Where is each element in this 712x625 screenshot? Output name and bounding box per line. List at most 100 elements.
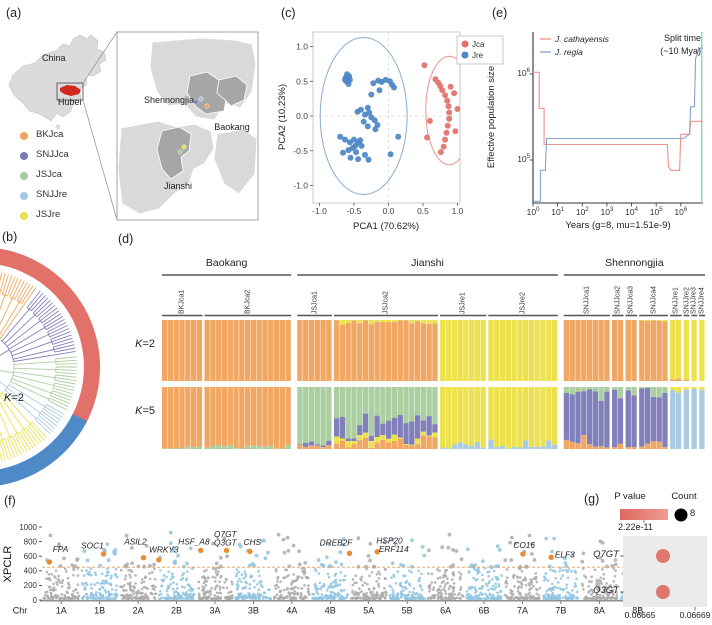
- psmc-xtick-label: 100: [526, 207, 540, 217]
- panel-c-label: (c): [281, 6, 296, 20]
- china-hubei-map: [8, 31, 259, 221]
- sample-label-SNJJca1: SNJJca1: [583, 285, 591, 314]
- pvalue-legend-title: P value: [614, 491, 646, 502]
- chrom-label-2B: 2B: [171, 606, 182, 616]
- chrom-label-8A: 8A: [594, 606, 605, 616]
- pca-legend-label: Jca: [472, 40, 485, 49]
- panel-f-label: (f): [4, 494, 16, 508]
- clade-BKJca: [0, 272, 37, 340]
- pca-ylabel: PCA2 (10.23%): [277, 84, 288, 150]
- species-ring-Jre: [0, 414, 87, 486]
- gene-label-HSF_A8: HSF_A8: [178, 536, 210, 546]
- gene-label-SOC1: SOC1: [81, 541, 104, 551]
- pca-xtick-label: 0.5: [417, 206, 429, 216]
- psmc-ytick-label: 105: [517, 154, 530, 164]
- dotplot-xtick-1: 0.06665: [624, 610, 656, 620]
- chrom-label-6B: 6B: [479, 606, 490, 616]
- pca-xtick-label: 1.0: [452, 206, 464, 216]
- candidate-gene-dot: [346, 550, 353, 556]
- psmc-line-J-cathayensis: [533, 71, 703, 171]
- pca-legend-dot-Jre: [461, 51, 469, 59]
- chrom-label-1A: 1A: [56, 606, 67, 616]
- psmc-axes: [532, 32, 703, 204]
- panel-b-label: (b): [2, 230, 18, 244]
- psmc-xtick-label: 104: [625, 207, 638, 217]
- tree-k-annotation: K=2: [4, 392, 24, 404]
- sample-label-SNJJca4: SNJJca4: [650, 285, 658, 314]
- pca-xlabel: PCA1 (70.62%): [353, 221, 419, 232]
- psmc-xtick-label: 106: [674, 207, 688, 217]
- chrom-label-8B: 8B: [632, 606, 643, 616]
- dotplot-xtick-2: 0.06669: [679, 610, 711, 620]
- legend-item: SNJJre: [18, 188, 98, 204]
- sampling-site-dots: [177, 96, 210, 155]
- site-dot-SNJJca: [193, 99, 199, 105]
- legend-dot-icon: [20, 172, 28, 180]
- xpclr-ytick-label: 400: [24, 567, 38, 576]
- chrom-label-3A: 3A: [209, 606, 220, 616]
- xpclr-ytick-label: 200: [24, 581, 38, 590]
- gene-label-CO16: CO16: [513, 540, 535, 550]
- shennongjia-label: Shennongjia: [143, 95, 194, 105]
- pca-xtick-label: -0.5: [347, 206, 362, 216]
- xpclr-manhattan-plot: 0 200 400 600 800 1000 XPCLR 1A 1B 2A 2B 3A 3B 4A 4B 5A…: [2, 523, 657, 616]
- clade-SNJJre: [0, 381, 65, 435]
- chrom-label-5B: 5B: [402, 606, 413, 616]
- site-dot-JSJre: [181, 144, 187, 150]
- chrom-label-3B: 3B: [248, 606, 259, 616]
- jianshi-region: [156, 126, 192, 180]
- legend-item: JSJca: [18, 168, 98, 184]
- inset-connector-top: [82, 31, 118, 84]
- gene-row-label-q7gt: Q7GT: [593, 549, 619, 560]
- psmc-xtick-label: 103: [600, 207, 614, 217]
- candidate-gene-dot: [247, 548, 253, 555]
- gene-label-DREB2F: DREB2F: [320, 538, 354, 548]
- legend-item-label: BKJca: [36, 129, 64, 140]
- psmc-xtick-label: 101: [551, 207, 565, 217]
- gene-row-label-q3gt: Q3GT: [593, 585, 619, 596]
- chrom-label-6A: 6A: [440, 606, 451, 616]
- inset-connector-bottom: [82, 99, 118, 221]
- chrom-label-7A: 7A: [517, 606, 528, 616]
- clade-JSJca: [0, 356, 77, 411]
- chrom-points-6A: [426, 532, 465, 601]
- legend-dot-icon: [20, 212, 28, 220]
- china-map: [8, 31, 118, 221]
- pca-ytick-label: 1.0: [296, 42, 308, 52]
- candidate-gene-dot: [46, 559, 53, 565]
- pca-points-Jca: [421, 62, 460, 156]
- legend-item-label: SNJJca: [36, 149, 69, 160]
- legend-dot-icon: [20, 152, 28, 160]
- k-row-label: K=2: [135, 338, 155, 350]
- panel-g-label: (g): [584, 492, 600, 506]
- split-time-annotation-2: (~10 Mya): [660, 46, 701, 56]
- psmc-legend-label: J. regia: [554, 47, 583, 57]
- k-row-label: K=5: [135, 405, 155, 417]
- candidate-gene-dot: [520, 551, 526, 557]
- xpclr-ylabel: XPCLR: [2, 546, 14, 583]
- region-label-jianshi: Jianshi: [411, 257, 444, 269]
- gene-label-ELF3: ELF3: [555, 549, 575, 559]
- jianshi-label: Jianshi: [163, 181, 192, 191]
- gene-label-CHS: CHS: [244, 537, 262, 547]
- chrom-points-6B: [465, 544, 503, 601]
- species-ring-Jca: [0, 248, 100, 425]
- legend-dot-icon: [20, 132, 28, 140]
- candidate-gene-dot: [223, 547, 230, 554]
- sample-label-JSJre1: JSJre1: [459, 292, 467, 314]
- count-legend-title: Count: [671, 491, 697, 502]
- hubei-label: Hubei: [58, 97, 82, 107]
- pca-ytick-label: 0.0: [296, 111, 308, 121]
- pca-legend-label: Jre: [472, 51, 484, 60]
- pvalue-gradient-bar: [620, 509, 668, 520]
- effective-population-size-plot: J. cathayensis J. regia Split time (~10 Mya…: [486, 32, 703, 231]
- pca-xtick-label: -1.0: [312, 206, 327, 216]
- enrichment-dot-Q7GT: [656, 549, 670, 563]
- candidate-gene-dot: [100, 551, 107, 557]
- enrichment-dot-Q3GT: [656, 585, 670, 599]
- chrom-points-4B: [311, 537, 349, 601]
- clade-SNJJca: [0, 290, 76, 362]
- xpclr-ytick-label: 1000: [19, 523, 37, 532]
- sample-label-SNJJre4: SNJJre4: [698, 287, 706, 314]
